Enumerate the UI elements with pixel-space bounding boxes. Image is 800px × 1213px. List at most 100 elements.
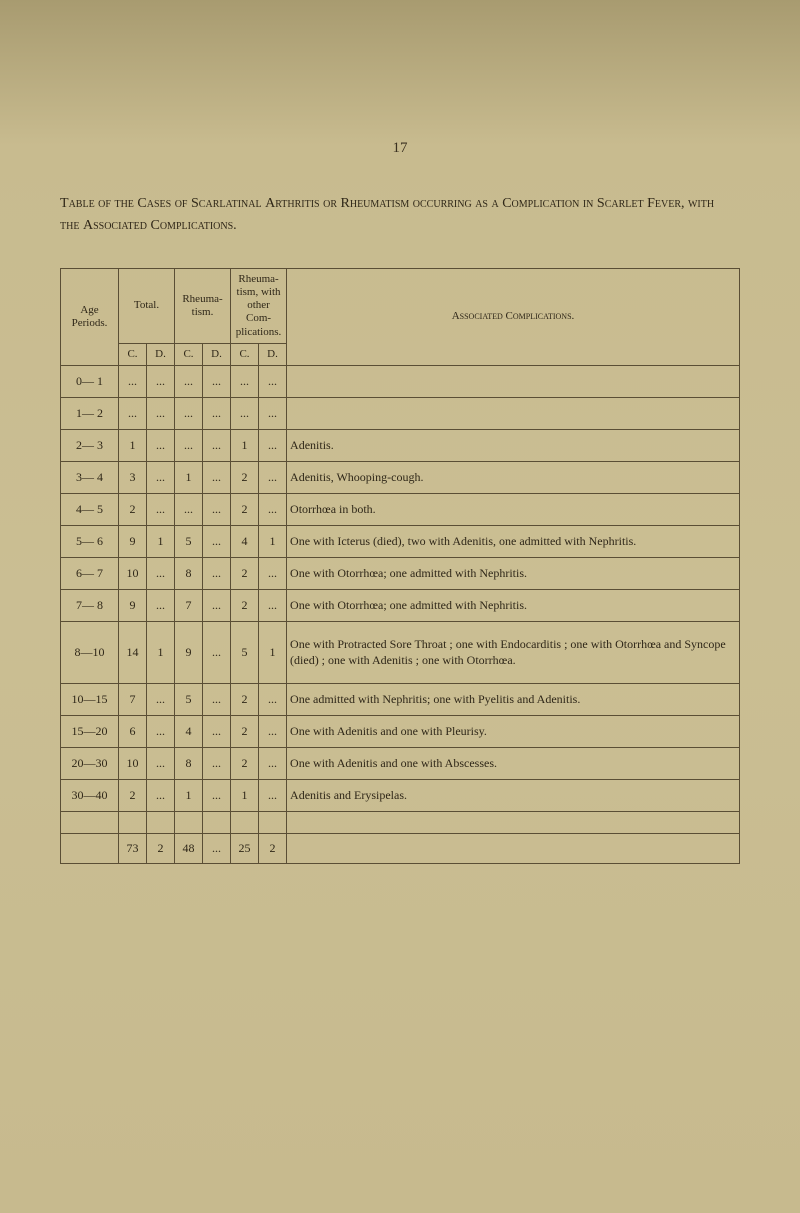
table-cell: One with Otorrhœa; one admitted with Nep… <box>287 589 740 621</box>
table-cell <box>119 811 147 833</box>
table-cell: ... <box>203 397 231 429</box>
table-cell: ... <box>175 493 203 525</box>
header-other-d: D. <box>259 343 287 365</box>
table-cell: ... <box>203 429 231 461</box>
table-cell: 14 <box>119 621 147 683</box>
table-cell: ... <box>147 779 175 811</box>
table-cell: 8 <box>175 557 203 589</box>
table-cell: 9 <box>175 621 203 683</box>
table-cell: 5 <box>175 683 203 715</box>
table-cell: ... <box>259 429 287 461</box>
header-rheuma-c: C. <box>175 343 203 365</box>
table-cell <box>61 833 119 863</box>
table-cell: 4— 5 <box>61 493 119 525</box>
table-cell: 6— 7 <box>61 557 119 589</box>
table-cell: Otorrhœa in both. <box>287 493 740 525</box>
table-cell: 2 <box>231 589 259 621</box>
table-row: 7— 89...7...2...One with Otorrhœa; one a… <box>61 589 740 621</box>
table-cell: 4 <box>231 525 259 557</box>
table-cell: 15—20 <box>61 715 119 747</box>
table-cell: ... <box>203 621 231 683</box>
table-cell: 2 <box>231 683 259 715</box>
page-number: 17 <box>60 140 740 157</box>
table-cell: ... <box>147 461 175 493</box>
table-cell: 1 <box>119 429 147 461</box>
table-cell: 2— 3 <box>61 429 119 461</box>
table-cell: ... <box>203 589 231 621</box>
table-cell: 9 <box>119 589 147 621</box>
page-container: 17 Table of the Cases of Scarlatinal Art… <box>0 0 800 1213</box>
table-row: 2— 31.........1...Adenitis. <box>61 429 740 461</box>
table-cell: 10 <box>119 747 147 779</box>
table-cell: ... <box>259 365 287 397</box>
table-cell <box>287 397 740 429</box>
table-cell: 1 <box>147 621 175 683</box>
table-cell: ... <box>259 397 287 429</box>
table-cell: One with Icterus (died), two with Adenit… <box>287 525 740 557</box>
header-total: Total. <box>119 268 175 343</box>
table-row: 5— 6915...41One with Icterus (died), two… <box>61 525 740 557</box>
table-cell: 8 <box>175 747 203 779</box>
table-cell: ... <box>259 715 287 747</box>
table-cell: ... <box>259 683 287 715</box>
table-row <box>61 811 740 833</box>
table-cell <box>203 811 231 833</box>
table-cell: 7 <box>119 683 147 715</box>
table-cell: ... <box>119 397 147 429</box>
table-cell: 4 <box>175 715 203 747</box>
header-total-d: D. <box>147 343 175 365</box>
table-row: 6— 710...8...2...One with Otorrhœa; one … <box>61 557 740 589</box>
table-cell: ... <box>147 715 175 747</box>
table-cell <box>287 365 740 397</box>
table-cell: Adenitis, Whooping-cough. <box>287 461 740 493</box>
table-cell: 2 <box>147 833 175 863</box>
table-cell: 25 <box>231 833 259 863</box>
table-cell: 1 <box>259 621 287 683</box>
table-cell: 2 <box>231 461 259 493</box>
table-cell: 5 <box>231 621 259 683</box>
table-title: Table of the Cases of Scarlatinal Arthri… <box>60 193 730 238</box>
table-cell: 2 <box>231 493 259 525</box>
table-cell: One admitted with Nephritis; one with Py… <box>287 683 740 715</box>
data-table: Age Periods. Total. Rheuma-tism. Rheuma-… <box>60 268 740 864</box>
table-cell: ... <box>203 715 231 747</box>
table-cell: One with Adenitis and one with Abscesses… <box>287 747 740 779</box>
table-cell: ... <box>203 779 231 811</box>
table-cell: ... <box>175 397 203 429</box>
table-cell: 7 <box>175 589 203 621</box>
table-cell: 2 <box>231 747 259 779</box>
table-cell <box>175 811 203 833</box>
table-cell: 1 <box>175 461 203 493</box>
table-cell: ... <box>259 493 287 525</box>
table-cell: 3— 4 <box>61 461 119 493</box>
table-cell: ... <box>203 833 231 863</box>
table-cell: ... <box>147 397 175 429</box>
table-cell: ... <box>147 683 175 715</box>
table-body: 0— 1..................1— 2..............… <box>61 365 740 863</box>
table-cell: ... <box>203 683 231 715</box>
table-cell: 1 <box>259 525 287 557</box>
table-cell: ... <box>259 461 287 493</box>
table-row: 15—206...4...2...One with Adenitis and o… <box>61 715 740 747</box>
table-cell: ... <box>259 557 287 589</box>
header-rheuma: Rheuma-tism. <box>175 268 231 343</box>
table-cell: 0— 1 <box>61 365 119 397</box>
table-cell: ... <box>147 589 175 621</box>
header-assoc: Associated Complications. <box>287 268 740 365</box>
table-cell: ... <box>259 747 287 779</box>
table-cell: 2 <box>259 833 287 863</box>
table-cell: ... <box>203 461 231 493</box>
table-row: 8—101419...51One with Protracted Sore Th… <box>61 621 740 683</box>
table-row: 3— 43...1...2...Adenitis, Whooping-cough… <box>61 461 740 493</box>
table-row: 10—157...5...2...One admitted with Nephr… <box>61 683 740 715</box>
table-row: 4— 52.........2...Otorrhœa in both. <box>61 493 740 525</box>
header-rheuma-other: Rheuma-tism, with other Com-plications. <box>231 268 287 343</box>
table-cell: One with Otorrhœa; one admitted with Nep… <box>287 557 740 589</box>
table-cell: ... <box>203 557 231 589</box>
table-row: 0— 1.................. <box>61 365 740 397</box>
table-cell: 2 <box>119 493 147 525</box>
table-cell: ... <box>203 747 231 779</box>
table-cell: ... <box>203 525 231 557</box>
table-cell: ... <box>259 779 287 811</box>
table-cell: ... <box>259 589 287 621</box>
